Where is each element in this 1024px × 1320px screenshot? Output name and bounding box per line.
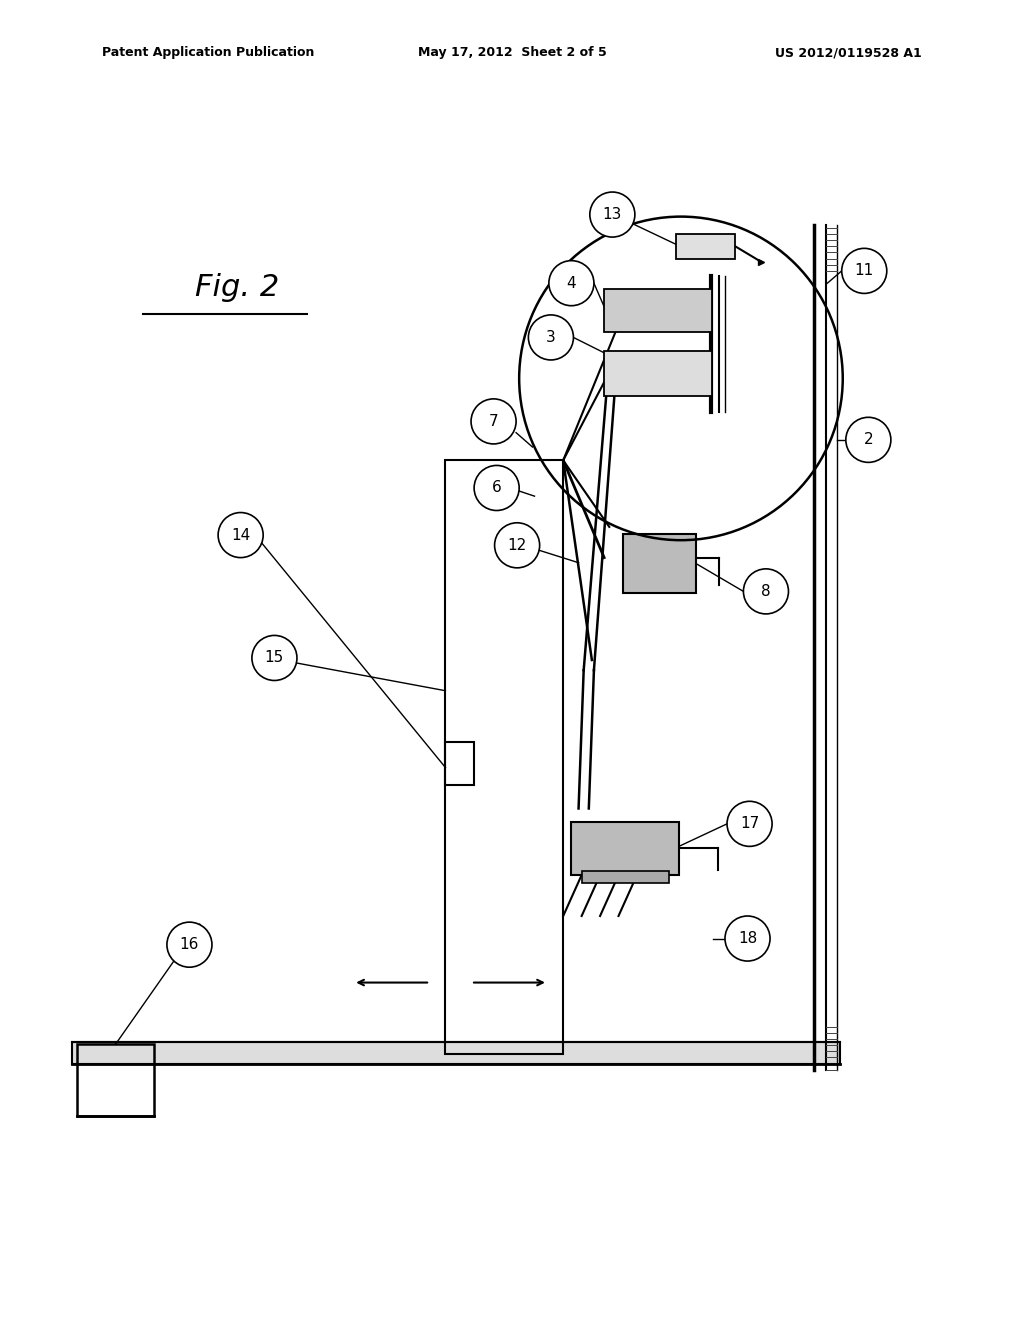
Circle shape bbox=[167, 923, 212, 968]
Circle shape bbox=[846, 417, 891, 462]
Circle shape bbox=[727, 801, 772, 846]
Circle shape bbox=[252, 635, 297, 681]
Bar bbox=[604, 351, 712, 396]
Circle shape bbox=[590, 191, 635, 238]
Text: 4: 4 bbox=[566, 276, 577, 290]
Text: 14: 14 bbox=[231, 528, 250, 543]
Text: 3: 3 bbox=[546, 330, 556, 345]
Text: 17: 17 bbox=[740, 816, 759, 832]
Bar bbox=[676, 234, 735, 259]
Circle shape bbox=[549, 260, 594, 306]
Circle shape bbox=[495, 523, 540, 568]
Text: 8: 8 bbox=[761, 583, 771, 599]
Bar bbox=[571, 822, 679, 875]
Circle shape bbox=[842, 248, 887, 293]
Text: May 17, 2012  Sheet 2 of 5: May 17, 2012 Sheet 2 of 5 bbox=[418, 46, 606, 59]
Text: US 2012/0119528 A1: US 2012/0119528 A1 bbox=[775, 46, 922, 59]
Circle shape bbox=[474, 466, 519, 511]
Bar bbox=[77, 1044, 154, 1115]
Bar bbox=[582, 871, 669, 883]
Bar bbox=[72, 1041, 840, 1064]
Bar bbox=[445, 742, 474, 785]
Text: 7: 7 bbox=[488, 414, 499, 429]
Text: 16: 16 bbox=[180, 937, 199, 952]
Text: 13: 13 bbox=[603, 207, 622, 222]
Text: 18: 18 bbox=[738, 931, 757, 946]
Bar bbox=[623, 535, 696, 594]
Circle shape bbox=[743, 569, 788, 614]
Circle shape bbox=[218, 512, 263, 557]
Circle shape bbox=[725, 916, 770, 961]
Text: 11: 11 bbox=[855, 264, 873, 279]
Circle shape bbox=[471, 399, 516, 444]
Text: 2: 2 bbox=[863, 433, 873, 447]
Text: 12: 12 bbox=[508, 537, 526, 553]
Text: Patent Application Publication: Patent Application Publication bbox=[102, 46, 314, 59]
Bar bbox=[604, 289, 712, 333]
Circle shape bbox=[528, 315, 573, 360]
Bar bbox=[445, 461, 563, 1055]
Text: 6: 6 bbox=[492, 480, 502, 495]
Text: 15: 15 bbox=[265, 651, 284, 665]
Text: Fig. 2: Fig. 2 bbox=[195, 273, 279, 302]
